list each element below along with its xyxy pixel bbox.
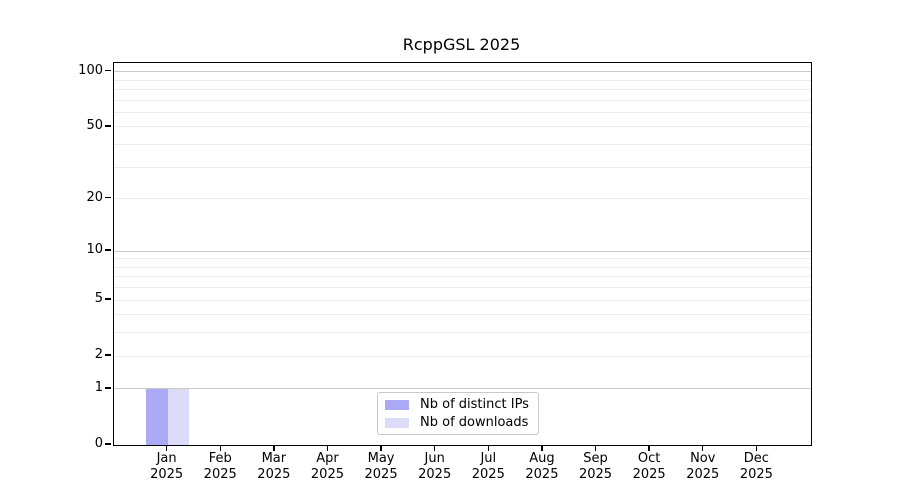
y-axis-tick [105, 387, 111, 389]
y-tick-label: 2 [94, 347, 103, 363]
y-gridline-minor [114, 258, 811, 260]
y-gridline-minor [114, 266, 811, 268]
x-axis-tick [326, 445, 329, 451]
x-tick-label: Oct 2025 [632, 451, 666, 482]
y-axis-tick [105, 298, 111, 300]
y-gridline-minor [114, 314, 811, 316]
x-tick-label: Apr 2025 [310, 451, 344, 482]
legend-label-distinct-ips: Nb of distinct IPs [420, 397, 529, 412]
legend-entry-distinct-ips: Nb of distinct IPs [385, 397, 538, 412]
y-gridline-minor [114, 99, 811, 101]
y-tick-label: 1 [94, 379, 103, 395]
x-axis-tick [165, 445, 168, 451]
y-axis-tick [105, 197, 111, 199]
x-tick-label: Jun 2025 [418, 451, 452, 482]
x-tick-label: Aug 2025 [525, 451, 559, 482]
y-tick-label: 5 [94, 291, 103, 307]
y-gridline-minor [114, 144, 811, 146]
y-axis-tick [105, 69, 111, 72]
chart-title: RcppGSL 2025 [402, 35, 521, 54]
x-tick-label: Dec 2025 [739, 451, 773, 482]
y-gridline-minor [114, 89, 811, 90]
x-axis-tick [648, 445, 650, 451]
bar-distinct-ips-jan [146, 388, 168, 445]
x-tick-label: Sep 2025 [578, 451, 613, 482]
y-gridline-minor [114, 126, 811, 128]
x-axis-tick [487, 445, 489, 451]
y-gridline-minor [114, 299, 811, 301]
x-tick-label: Jan 2025 [150, 451, 184, 482]
x-tick-label: May 2025 [364, 451, 398, 482]
x-axis-tick [273, 445, 275, 451]
y-gridline-minor [114, 79, 811, 81]
x-axis-tick [219, 445, 221, 451]
legend-swatch-downloads [385, 417, 409, 428]
x-axis-tick [755, 445, 758, 451]
y-tick-label: 10 [86, 242, 103, 258]
x-tick-label: Nov 2025 [686, 451, 720, 482]
bar-downloads-jan [167, 388, 190, 445]
x-tick-label: Jul 2025 [471, 451, 505, 482]
y-tick-label: 20 [86, 189, 103, 205]
x-tick-label: Mar 2025 [257, 451, 291, 482]
x-axis-tick [594, 445, 597, 451]
y-gridline-minor [114, 287, 811, 289]
y-gridline-minor [114, 332, 811, 334]
x-axis-tick [541, 445, 543, 451]
y-gridline-minor [114, 355, 811, 357]
y-gridline-major [114, 250, 811, 252]
x-axis-tick [702, 445, 704, 451]
y-gridline-minor [114, 166, 811, 168]
y-gridline-minor [114, 198, 811, 200]
y-axis-tick [105, 354, 111, 356]
legend-swatch-distinct-ips [385, 399, 409, 410]
y-gridline-minor [114, 111, 811, 113]
x-axis-tick [380, 445, 382, 451]
y-gridline-minor [114, 276, 811, 278]
y-axis-tick [105, 125, 111, 127]
x-axis-tick [433, 445, 436, 451]
y-tick-label: 100 [78, 62, 103, 78]
y-gridline-major [114, 71, 811, 73]
y-axis-tick [105, 249, 111, 251]
y-tick-label: 0 [94, 436, 103, 451]
legend-label-downloads: Nb of downloads [420, 415, 529, 430]
y-axis-tick [105, 443, 111, 445]
y-gridline-major [114, 388, 811, 390]
legend: Nb of distinct IPs Nb of downloads [377, 392, 539, 435]
legend-entry-downloads: Nb of downloads [385, 415, 538, 430]
plot-area [113, 62, 812, 446]
y-tick-label: 50 [86, 117, 103, 133]
x-tick-label: Feb 2025 [203, 451, 237, 482]
